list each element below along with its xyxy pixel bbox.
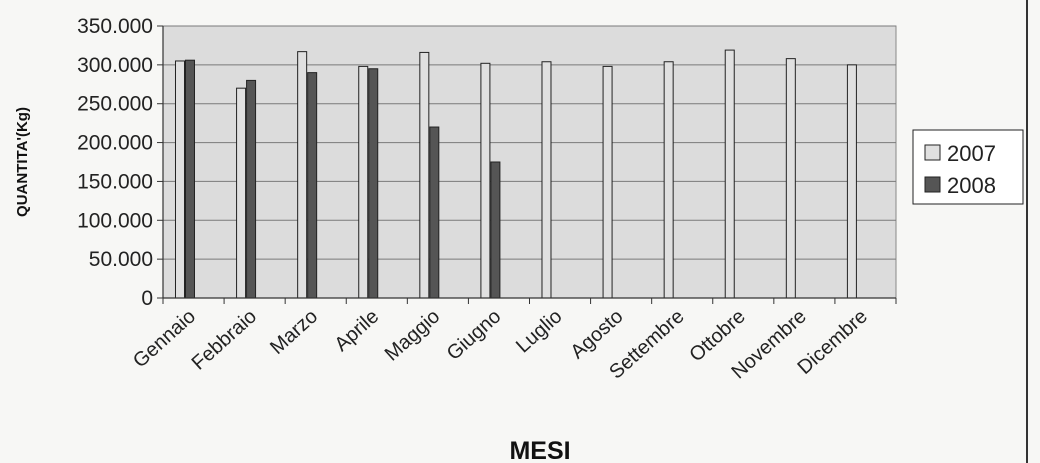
plot-area — [162, 25, 897, 299]
y-tick-labels: 0 50.000 100.000 150.000 200.000 250.000 300.0… — [77, 15, 153, 310]
legend-label-2007: 2007 — [947, 141, 996, 166]
legend-label-2008: 2008 — [947, 173, 996, 198]
bar-2007-dicembre — [846, 64, 857, 299]
y-axis-title: QUANTITA'(Kg) — [14, 107, 31, 217]
bar-2008-giugno — [490, 161, 501, 299]
bar-2007-febbraio — [236, 87, 247, 299]
bar-2007-aprile — [358, 65, 369, 299]
x-axis-title: MESI — [509, 437, 570, 463]
bar-2007-luglio — [541, 61, 552, 299]
y-tick-label: 300.000 — [77, 54, 153, 77]
bar-2008-aprile — [368, 68, 379, 299]
bars — [174, 49, 857, 299]
bar-2007-ottobre — [724, 49, 735, 299]
y-tick-label: 50.000 — [89, 248, 153, 271]
bar-2007-marzo — [297, 51, 308, 299]
bar-2008-maggio — [429, 126, 440, 299]
bar-2007-gennaio — [174, 60, 185, 299]
y-tick-label: 250.000 — [77, 93, 153, 116]
y-tick-label: 350.000 — [77, 15, 153, 38]
legend-swatch-2007 — [924, 144, 941, 161]
bar-2008-gennaio — [184, 59, 195, 299]
bar-2008-febbraio — [246, 79, 257, 299]
axes — [157, 25, 897, 304]
bar-2008-marzo — [307, 72, 318, 299]
y-tick-label: 150.000 — [77, 170, 153, 193]
gridlines — [163, 25, 896, 260]
bar-2007-maggio — [419, 51, 430, 299]
y-tick-label: 0 — [141, 287, 153, 310]
bar-2007-giugno — [480, 62, 491, 299]
bar-2007-agosto — [602, 65, 613, 299]
bar-2007-settembre — [663, 61, 674, 299]
legend: 2007 2008 — [912, 129, 1024, 205]
bar-2007-novembre — [785, 58, 796, 299]
y-tick-label: 100.000 — [77, 209, 153, 232]
legend-swatch-2008 — [924, 176, 941, 193]
y-tick-label: 200.000 — [77, 132, 153, 155]
